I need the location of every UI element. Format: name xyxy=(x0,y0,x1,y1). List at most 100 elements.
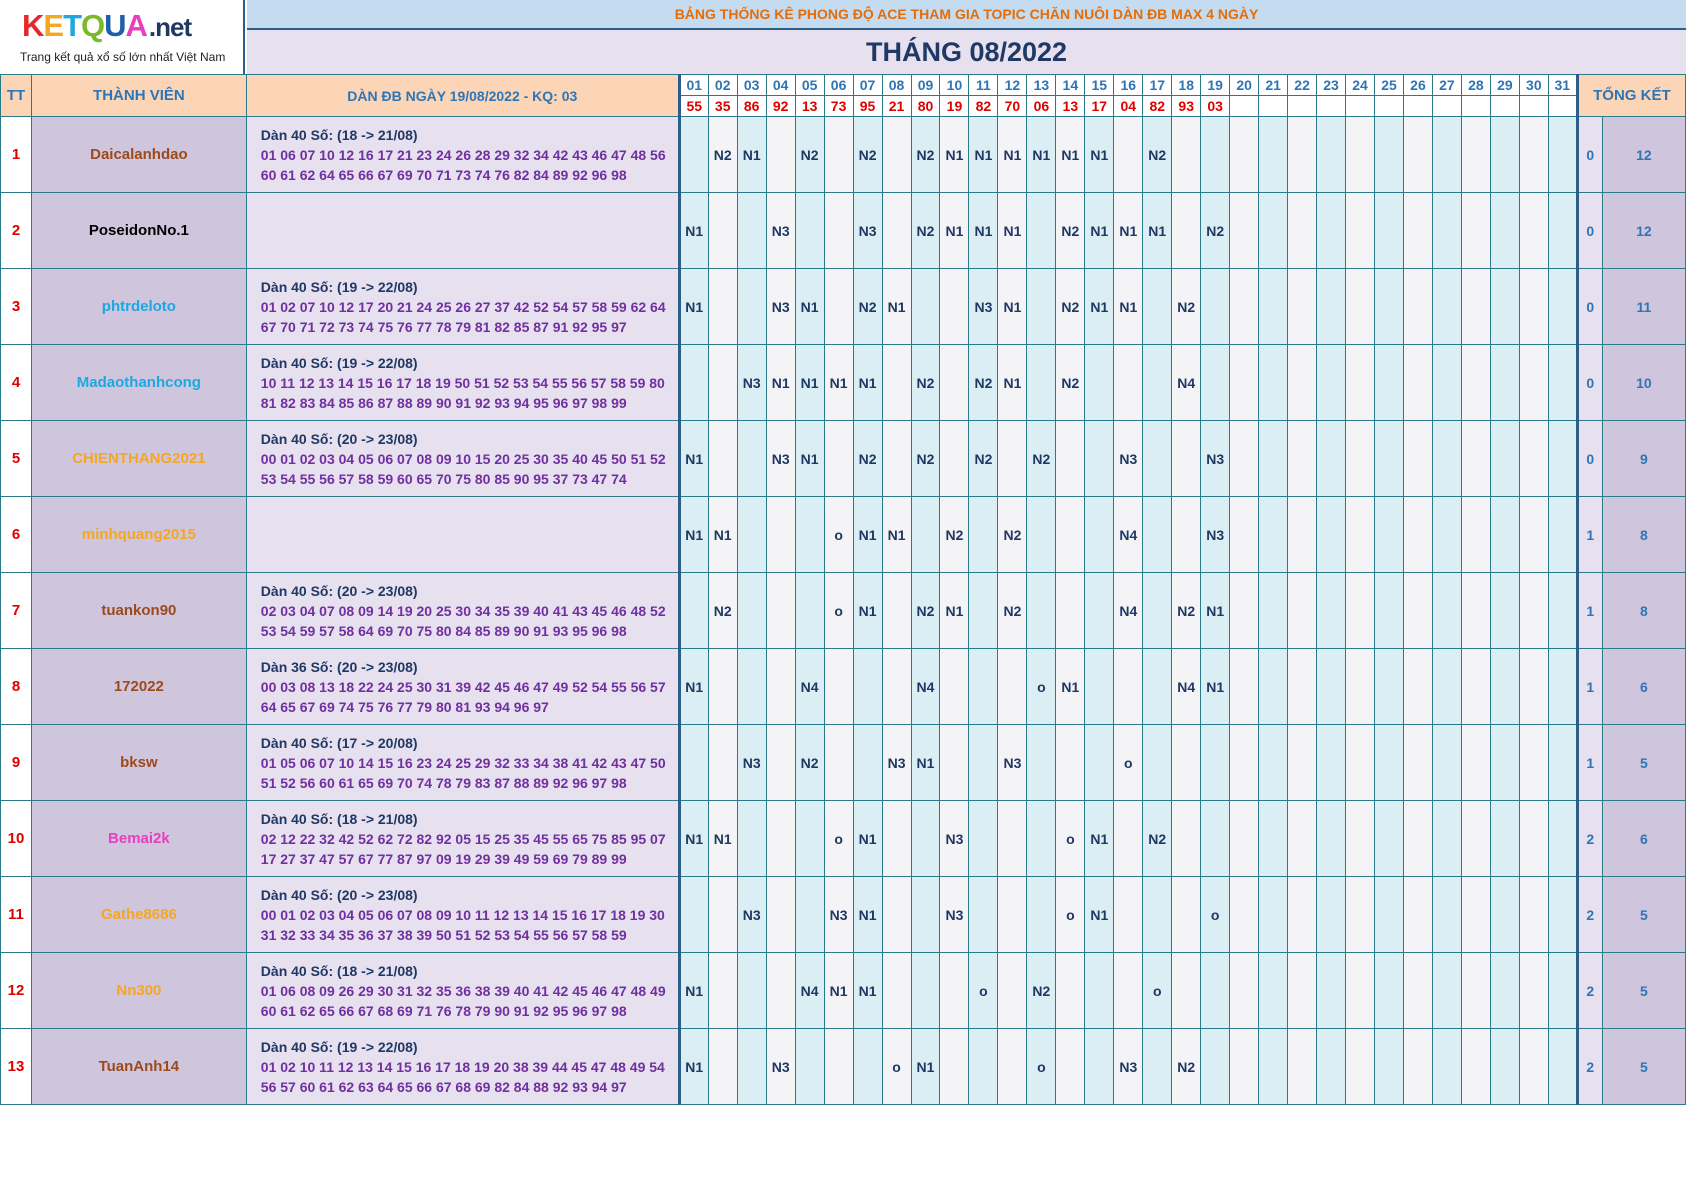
day-cell-22 xyxy=(1287,192,1318,269)
day-cell-03 xyxy=(736,572,767,649)
member-name[interactable]: Madaothanhcong xyxy=(30,344,247,421)
dan-numbers-line1: 01 06 07 10 12 16 17 21 23 24 26 28 29 3… xyxy=(260,146,666,163)
win-count: 2 xyxy=(1575,952,1603,1029)
member-name[interactable]: tuankon90 xyxy=(30,572,247,649)
day-cell-27 xyxy=(1431,1028,1462,1105)
day-cell-29 xyxy=(1489,800,1520,877)
result-24 xyxy=(1345,95,1376,117)
dan-numbers-line1: 02 03 04 07 08 09 14 19 20 25 30 34 35 3… xyxy=(260,602,666,619)
day-cell-30 xyxy=(1518,724,1549,801)
win-count: 2 xyxy=(1575,800,1603,877)
day-cell-24 xyxy=(1345,800,1376,877)
member-name[interactable]: TuanAnh14 xyxy=(30,1028,247,1105)
day-header-04: 04 xyxy=(765,74,796,96)
member-row: 4 Madaothanhcong Dàn 40 Số: (19 -> 22/08) 1… xyxy=(0,344,1686,421)
member-name[interactable]: PoseidonNo.1 xyxy=(30,192,247,269)
dan-cell: Dàn 40 Số: (19 -> 22/08) 01 02 10 11 12 1… xyxy=(245,1028,681,1105)
day-cell-03: N3 xyxy=(736,876,767,953)
day-cell-05 xyxy=(794,1028,825,1105)
day-cell-15 xyxy=(1084,952,1115,1029)
dan-numbers-line1: 01 02 07 10 12 17 20 21 24 25 26 27 37 4… xyxy=(260,298,666,315)
member-name[interactable]: CHIENTHANG2021 xyxy=(30,420,247,497)
member-name[interactable]: bksw xyxy=(30,724,247,801)
day-cell-17 xyxy=(1142,344,1173,421)
member-name[interactable]: Bemai2k xyxy=(30,800,247,877)
day-cell-31 xyxy=(1547,952,1578,1029)
day-cell-24 xyxy=(1345,420,1376,497)
day-header-13: 13 xyxy=(1026,74,1057,96)
day-cell-27 xyxy=(1431,192,1462,269)
dan-numbers-line2: 56 57 60 61 62 63 64 65 66 67 68 69 82 8… xyxy=(260,1078,627,1095)
member-row: 6 minhquang2015 N1 N1 o N1 N1 N2 N2 N4 N3 1 8 xyxy=(0,496,1686,573)
day-cell-30 xyxy=(1518,496,1549,573)
day-cell-09: N2 xyxy=(910,344,941,421)
day-cell-07: N2 xyxy=(852,116,883,193)
day-cell-02: N2 xyxy=(707,572,738,649)
total-count: 5 xyxy=(1601,876,1686,953)
day-cell-15 xyxy=(1084,496,1115,573)
day-cell-31 xyxy=(1547,876,1578,953)
day-cell-14: N2 xyxy=(1055,344,1086,421)
dan-numbers-line1: 02 12 22 32 42 52 62 72 82 92 05 15 25 3… xyxy=(260,830,666,847)
day-cell-09 xyxy=(910,800,941,877)
member-row: 3 phtrdeloto Dàn 40 Số: (19 -> 22/08) 01 02… xyxy=(0,268,1686,345)
member-name[interactable]: Nn300 xyxy=(30,952,247,1029)
win-count: 0 xyxy=(1575,116,1603,193)
day-cell-09 xyxy=(910,952,941,1029)
day-cell-20 xyxy=(1229,572,1260,649)
day-cell-17 xyxy=(1142,648,1173,725)
day-cell-05 xyxy=(794,572,825,649)
day-cell-08: N3 xyxy=(881,724,912,801)
day-cell-27 xyxy=(1431,420,1462,497)
day-cell-24 xyxy=(1345,572,1376,649)
win-count: 0 xyxy=(1575,344,1603,421)
table-title: BẢNG THỐNG KÊ PHONG ĐỘ ACE THAM GIA TOPI… xyxy=(247,0,1686,30)
dan-numbers-line1: 01 06 08 09 26 29 30 31 32 35 36 38 39 4… xyxy=(260,982,666,999)
day-cell-05 xyxy=(794,496,825,573)
day-cell-03: N3 xyxy=(736,344,767,421)
day-cell-21 xyxy=(1258,572,1289,649)
day-cell-23 xyxy=(1316,572,1347,649)
day-cell-21 xyxy=(1258,952,1289,1029)
day-cell-20 xyxy=(1229,876,1260,953)
member-name[interactable]: phtrdeloto xyxy=(30,268,247,345)
dan-cell: Dàn 40 Số: (19 -> 22/08) 01 02 07 10 12 1… xyxy=(245,268,681,345)
day-cell-04 xyxy=(765,116,796,193)
day-cell-01: N1 xyxy=(678,496,709,573)
day-cell-22 xyxy=(1287,1028,1318,1105)
day-cell-03 xyxy=(736,192,767,269)
row-number: 8 xyxy=(0,648,32,725)
day-cell-20 xyxy=(1229,952,1260,1029)
day-cell-30 xyxy=(1518,192,1549,269)
day-cell-25 xyxy=(1374,952,1404,1029)
member-name[interactable]: 172022 xyxy=(30,648,247,725)
member-name[interactable]: Daicalanhdao xyxy=(30,116,247,193)
day-cell-20 xyxy=(1229,420,1260,497)
day-cell-29 xyxy=(1489,192,1520,269)
member-name[interactable]: Gathe8686 xyxy=(30,876,247,953)
site-logo[interactable]: KETQUA.net Trang kết quả xổ số lớn nhất … xyxy=(0,0,245,74)
day-cell-04: N1 xyxy=(765,344,796,421)
logo-tagline: Trang kết quả xổ số lớn nhất Việt Nam xyxy=(20,50,226,64)
day-cell-07: N1 xyxy=(852,800,883,877)
day-cell-05: N4 xyxy=(794,952,825,1029)
day-cell-28 xyxy=(1460,496,1491,573)
day-cell-13 xyxy=(1026,496,1057,573)
day-header-07: 07 xyxy=(852,74,883,96)
day-cell-19: N1 xyxy=(1200,572,1231,649)
day-cell-06 xyxy=(823,268,854,345)
member-name[interactable]: minhquang2015 xyxy=(30,496,247,573)
day-cell-28 xyxy=(1460,572,1491,649)
day-cell-02 xyxy=(707,268,738,345)
result-16: 04 xyxy=(1113,95,1144,117)
day-cell-03 xyxy=(736,1028,767,1105)
day-header-11: 11 xyxy=(968,74,999,96)
dan-numbers-line2: 67 70 71 72 73 74 75 76 77 78 79 81 82 8… xyxy=(260,318,627,335)
result-31 xyxy=(1547,95,1578,117)
day-cell-30 xyxy=(1518,420,1549,497)
day-cell-07 xyxy=(852,648,883,725)
result-27 xyxy=(1431,95,1462,117)
total-count: 8 xyxy=(1601,496,1686,573)
day-cell-01: N1 xyxy=(678,192,709,269)
day-cell-15 xyxy=(1084,344,1115,421)
